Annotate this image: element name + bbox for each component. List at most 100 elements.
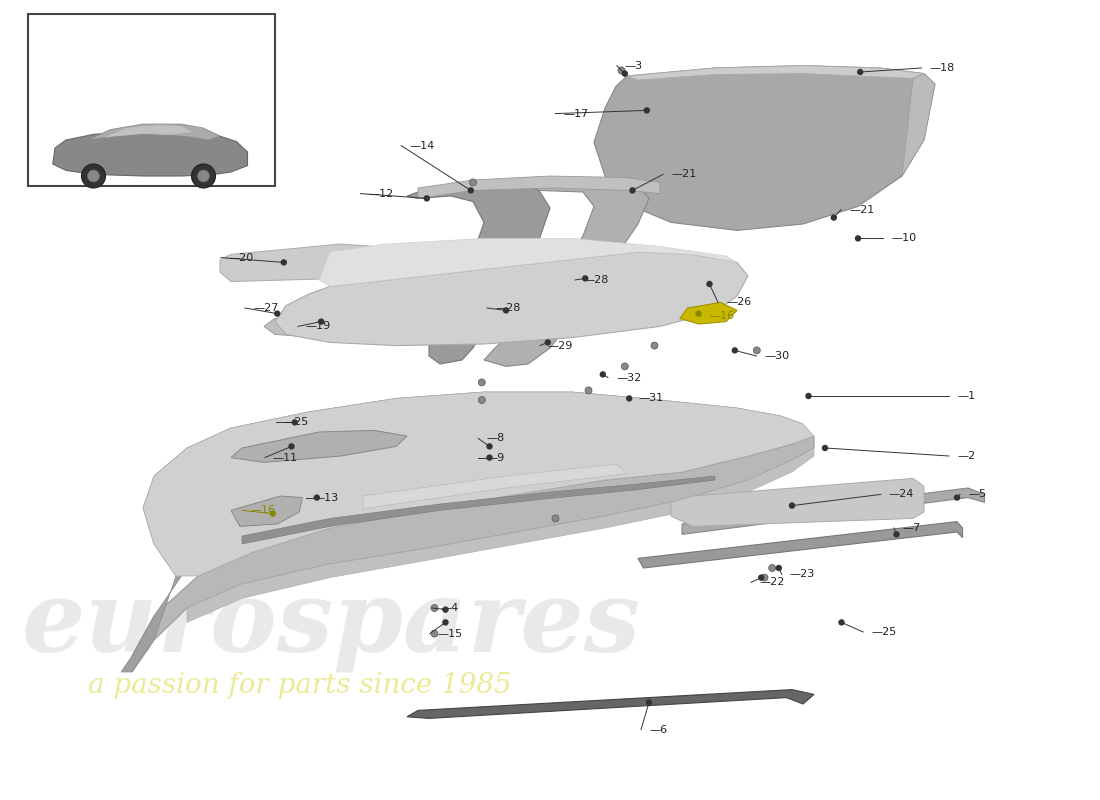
Text: —11: —11 <box>273 453 298 462</box>
Circle shape <box>487 455 492 460</box>
Circle shape <box>601 372 605 377</box>
Text: —31: —31 <box>638 394 663 403</box>
Circle shape <box>478 397 485 403</box>
Polygon shape <box>104 125 192 138</box>
Text: —7: —7 <box>902 523 921 533</box>
Circle shape <box>761 574 768 581</box>
Polygon shape <box>627 66 924 80</box>
Circle shape <box>754 347 760 354</box>
Circle shape <box>696 311 701 316</box>
Polygon shape <box>407 182 550 364</box>
Text: —28: —28 <box>583 275 608 285</box>
Text: —21: —21 <box>671 170 696 179</box>
Polygon shape <box>231 430 407 462</box>
Text: —27: —27 <box>253 303 278 313</box>
Polygon shape <box>220 244 374 282</box>
Text: —19: —19 <box>306 322 331 331</box>
Circle shape <box>839 620 844 625</box>
Polygon shape <box>902 74 935 176</box>
Text: —6: —6 <box>649 725 667 734</box>
Text: —2: —2 <box>957 451 976 461</box>
Polygon shape <box>319 238 737 286</box>
Text: —25: —25 <box>871 627 896 637</box>
Bar <box>28 14 275 186</box>
Polygon shape <box>88 124 220 140</box>
Text: —12: —12 <box>368 189 394 198</box>
Circle shape <box>504 308 508 313</box>
Circle shape <box>443 620 448 625</box>
Circle shape <box>271 511 275 516</box>
Circle shape <box>618 67 625 74</box>
Polygon shape <box>418 176 660 198</box>
Polygon shape <box>682 488 984 534</box>
Circle shape <box>627 396 631 401</box>
Circle shape <box>759 575 763 580</box>
Text: —23: —23 <box>790 570 815 579</box>
Polygon shape <box>363 464 627 509</box>
Circle shape <box>319 319 323 324</box>
Polygon shape <box>407 690 814 718</box>
Text: —1: —1 <box>957 391 975 401</box>
Text: —26: —26 <box>726 298 751 307</box>
Polygon shape <box>242 476 715 544</box>
Text: —28: —28 <box>495 303 520 313</box>
Text: —10: —10 <box>891 234 916 243</box>
Text: —9: —9 <box>486 453 505 462</box>
Polygon shape <box>671 478 924 526</box>
Text: —22: —22 <box>759 578 784 587</box>
Text: —5: —5 <box>968 490 986 499</box>
Circle shape <box>293 420 297 425</box>
Text: —14: —14 <box>409 141 434 150</box>
Text: a passion for parts since 1985: a passion for parts since 1985 <box>88 672 512 699</box>
Polygon shape <box>132 436 814 672</box>
Circle shape <box>623 71 627 76</box>
Text: —20: —20 <box>229 253 254 262</box>
Polygon shape <box>121 392 803 672</box>
Circle shape <box>651 342 658 349</box>
Text: —32: —32 <box>616 373 641 382</box>
Polygon shape <box>231 496 302 526</box>
Circle shape <box>823 446 827 450</box>
Polygon shape <box>143 392 814 576</box>
Circle shape <box>552 515 559 522</box>
Circle shape <box>431 605 438 611</box>
Circle shape <box>81 164 106 188</box>
Circle shape <box>282 260 286 265</box>
Polygon shape <box>594 66 935 230</box>
Circle shape <box>733 348 737 353</box>
Text: —3: —3 <box>625 61 642 70</box>
Circle shape <box>707 282 712 286</box>
Text: —18: —18 <box>930 63 955 73</box>
Circle shape <box>469 188 473 193</box>
Text: —25: —25 <box>284 418 309 427</box>
Text: —24: —24 <box>889 490 914 499</box>
Text: —15: —15 <box>438 629 463 638</box>
Circle shape <box>425 196 429 201</box>
Circle shape <box>275 311 279 316</box>
Circle shape <box>487 444 492 449</box>
Circle shape <box>585 387 592 394</box>
Polygon shape <box>484 180 649 366</box>
Text: —29: —29 <box>548 341 573 350</box>
Text: —30: —30 <box>764 351 790 361</box>
Circle shape <box>769 565 776 571</box>
Circle shape <box>289 444 294 449</box>
Circle shape <box>88 170 99 182</box>
Circle shape <box>645 108 649 113</box>
Text: —17: —17 <box>563 109 589 118</box>
Text: —4: —4 <box>440 603 459 613</box>
Circle shape <box>443 607 448 612</box>
Polygon shape <box>275 252 748 346</box>
Text: —21: —21 <box>849 205 875 214</box>
Circle shape <box>191 164 216 188</box>
Circle shape <box>198 170 209 182</box>
Circle shape <box>583 276 587 281</box>
Text: —8: —8 <box>486 434 505 443</box>
Text: —16: —16 <box>251 506 276 515</box>
Polygon shape <box>638 522 962 568</box>
Circle shape <box>858 70 862 74</box>
Circle shape <box>832 215 836 220</box>
Circle shape <box>431 630 438 637</box>
Circle shape <box>647 700 651 705</box>
Circle shape <box>621 363 628 370</box>
